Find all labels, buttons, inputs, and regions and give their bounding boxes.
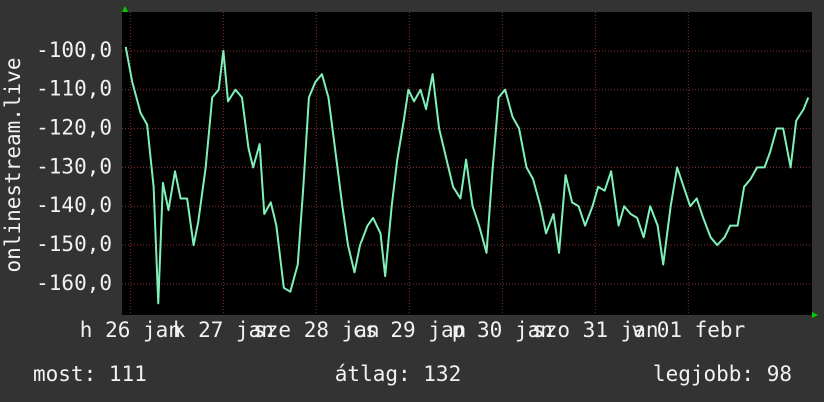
x-tick-label: k 27 jan	[173, 318, 274, 342]
x-tick-label: szo 31 jan	[532, 318, 658, 342]
y-tick-label: -140,0	[36, 193, 112, 217]
x-tick-label: p 30 jan	[452, 318, 553, 342]
stat-current: most: 111	[33, 362, 147, 386]
x-tick-label: v 01 febr	[631, 318, 745, 342]
y-axis-label: onlinestream.live	[1, 58, 25, 273]
data-line	[124, 46, 810, 305]
x-tick-label: sze 28 jan	[253, 318, 379, 342]
y-tick-label: -130,0	[36, 154, 112, 178]
y-tick-label: -150,0	[36, 232, 112, 256]
stat-best: legjobb: 98	[653, 362, 792, 386]
x-tick-label: h 26 jan	[80, 318, 181, 342]
x-tick-label: cs 29 jan	[352, 318, 466, 342]
y-tick-label: -120,0	[36, 116, 112, 140]
y-tick-label: -100,0	[36, 38, 112, 62]
stat-average: átlag: 132	[335, 362, 461, 386]
y-tick-label: -160,0	[36, 271, 112, 295]
y-tick-label: -110,0	[36, 77, 112, 101]
